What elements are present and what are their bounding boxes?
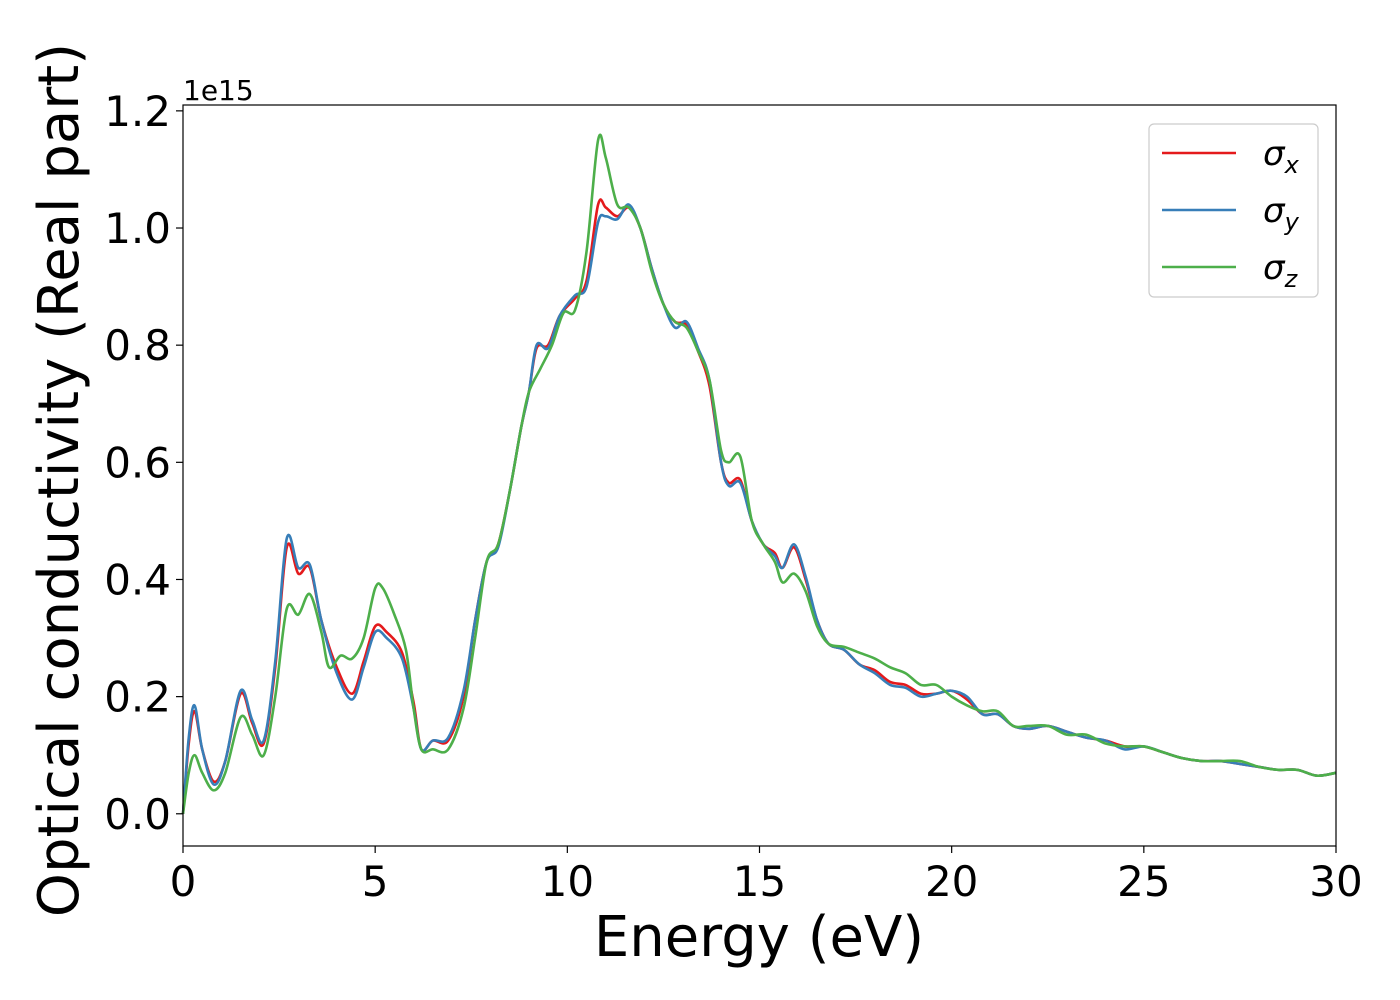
y-tick-label: 0.2 [104,673,171,722]
y-tick-label: 0.4 [104,555,171,604]
x-tick-label: 20 [925,857,978,906]
x-tick-label: 25 [1117,857,1170,906]
x-axis: 0 5 10 15 20 25 30 [170,846,1363,906]
legend: σx σy σz [1148,123,1319,298]
legend-label-x: σx [1263,134,1300,179]
series-layer [181,133,1337,814]
series-line-z [181,133,1337,814]
y-offset-label: 1e15 [183,74,254,107]
y-tick-label: 1.2 [104,87,171,136]
x-tick-label: 15 [733,857,786,906]
x-tick-label: 30 [1309,857,1362,906]
series-line-y [181,203,1337,814]
y-tick-label: 1.0 [104,204,171,253]
legend-label-y: σy [1263,191,1300,236]
y-tick-label: 0.0 [104,790,171,839]
x-tick-label: 0 [170,857,197,906]
y-tick-label: 0.8 [104,321,171,370]
y-axis: 0.0 0.2 0.4 0.6 0.8 1.0 1.2 [104,87,183,839]
x-tick-label: 5 [362,857,389,906]
x-axis-title: Energy (eV) [594,905,924,970]
legend-label-z: σz [1263,248,1299,293]
y-axis-title: Optical conductivity (Real part) [27,43,92,917]
y-tick-label: 0.6 [104,438,171,487]
x-tick-label: 10 [541,857,594,906]
